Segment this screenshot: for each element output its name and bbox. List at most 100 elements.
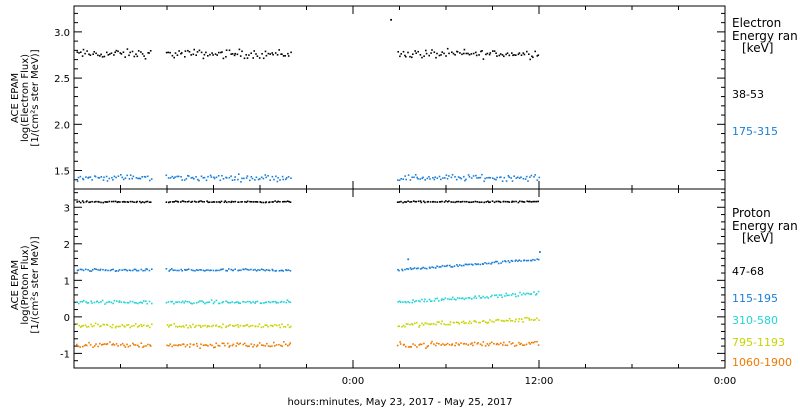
data-point-38-53 — [526, 50, 528, 53]
data-point-1060-1900 — [443, 344, 446, 346]
data-point-310-580 — [112, 302, 114, 305]
data-point-310-580 — [447, 298, 449, 300]
data-point-175-315 — [496, 176, 498, 179]
data-point-1060-1900 — [226, 342, 229, 345]
data-point-795-1193 — [269, 324, 272, 327]
data-point-1060-1900 — [287, 344, 289, 347]
data-point-310-580 — [273, 300, 275, 303]
data-point-795-1193 — [257, 325, 259, 328]
data-point-115-195 — [204, 270, 206, 272]
data-point-795-1193 — [106, 324, 109, 326]
data-point-38-53 — [287, 52, 289, 55]
data-point-38-53 — [463, 48, 466, 51]
data-point-115-195 — [85, 268, 87, 271]
data-point-38-53 — [267, 52, 270, 55]
data-point-795-1193 — [246, 323, 249, 326]
data-point-47-68 — [232, 201, 235, 203]
data-point-175-315 — [190, 177, 193, 179]
data-point-47-68 — [146, 200, 149, 203]
data-point-38-53 — [512, 54, 514, 57]
data-point-1060-1900 — [504, 344, 507, 346]
data-point-795-1193 — [502, 320, 504, 322]
data-point-310-580 — [96, 300, 98, 303]
data-point-795-1193 — [79, 326, 82, 328]
data-point-47-68 — [140, 201, 142, 204]
data-point-38-53 — [222, 57, 225, 60]
data-point-38-53 — [463, 52, 465, 55]
data-point-47-68 — [143, 201, 146, 204]
data-point-1060-1900 — [121, 342, 124, 345]
data-point-175-315 — [522, 177, 525, 180]
data-point-38-53 — [92, 53, 94, 55]
data-point-115-195 — [446, 264, 449, 267]
data-point-1060-1900 — [229, 345, 231, 347]
data-point-1060-1900 — [213, 346, 215, 349]
data-point-1060-1900 — [180, 344, 182, 346]
data-point-310-580 — [440, 299, 443, 301]
data-point-310-580 — [181, 300, 184, 303]
data-point-38-53 — [143, 55, 145, 57]
data-point-115-195 — [226, 270, 228, 272]
data-point-310-580 — [428, 298, 431, 301]
data-point-795-1193 — [473, 320, 475, 323]
data-point-795-1193 — [440, 322, 442, 325]
data-point-1060-1900 — [199, 347, 201, 349]
data-point-175-315 — [262, 177, 265, 180]
data-point-175-315 — [193, 178, 195, 180]
data-point-115-195 — [244, 268, 247, 270]
data-point-38-53 — [221, 51, 223, 53]
data-point-795-1193 — [166, 324, 169, 326]
data-point-175-315 — [536, 179, 539, 181]
data-point-47-68 — [181, 200, 184, 202]
data-point-1060-1900 — [482, 341, 485, 343]
data-point-795-1193 — [500, 319, 503, 322]
data-point-outlier — [539, 251, 541, 253]
data-point-38-53 — [409, 55, 411, 58]
data-point-1060-1900 — [506, 344, 509, 347]
data-point-175-315 — [111, 176, 113, 179]
data-point-47-68 — [493, 201, 496, 204]
data-point-47-68 — [188, 200, 190, 203]
data-point-175-315 — [493, 178, 496, 180]
data-point-47-68 — [184, 201, 187, 203]
data-point-310-580 — [201, 300, 203, 302]
data-point-115-195 — [144, 269, 146, 272]
data-point-795-1193 — [496, 318, 499, 321]
data-points — [76, 18, 541, 349]
data-point-47-68 — [404, 201, 406, 203]
data-point-795-1193 — [112, 323, 114, 326]
data-point-115-195 — [207, 269, 209, 271]
data-point-47-68 — [415, 200, 417, 203]
data-point-1060-1900 — [209, 343, 212, 346]
data-point-795-1193 — [515, 318, 517, 321]
data-point-310-580 — [530, 293, 533, 295]
data-point-175-315 — [138, 177, 141, 180]
data-point-47-68 — [206, 200, 208, 202]
data-point-795-1193 — [251, 324, 254, 327]
data-point-115-195 — [180, 268, 182, 271]
data-point-795-1193 — [231, 325, 234, 327]
data-point-1060-1900 — [476, 343, 479, 345]
data-point-38-53 — [220, 51, 222, 54]
data-point-795-1193 — [478, 321, 480, 324]
data-point-38-53 — [114, 51, 116, 54]
data-point-795-1193 — [185, 324, 187, 326]
data-point-47-68 — [208, 201, 211, 203]
data-point-310-580 — [535, 293, 538, 295]
data-point-1060-1900 — [458, 344, 460, 346]
data-point-175-315 — [273, 178, 275, 181]
data-point-115-195 — [225, 269, 227, 272]
data-point-175-315 — [269, 179, 271, 181]
data-point-38-53 — [95, 52, 97, 55]
data-point-795-1193 — [117, 325, 120, 328]
electron-panel-frame — [73, 5, 726, 190]
data-point-795-1193 — [517, 320, 520, 323]
data-point-38-53 — [287, 55, 290, 57]
data-point-795-1193 — [237, 326, 240, 328]
data-point-115-195 — [406, 268, 408, 270]
electron-legend-title-3: [keV] — [742, 41, 773, 55]
data-point-795-1193 — [220, 326, 223, 329]
data-point-175-315 — [100, 176, 103, 178]
data-point-795-1193 — [190, 326, 192, 329]
data-point-38-53 — [511, 52, 513, 54]
